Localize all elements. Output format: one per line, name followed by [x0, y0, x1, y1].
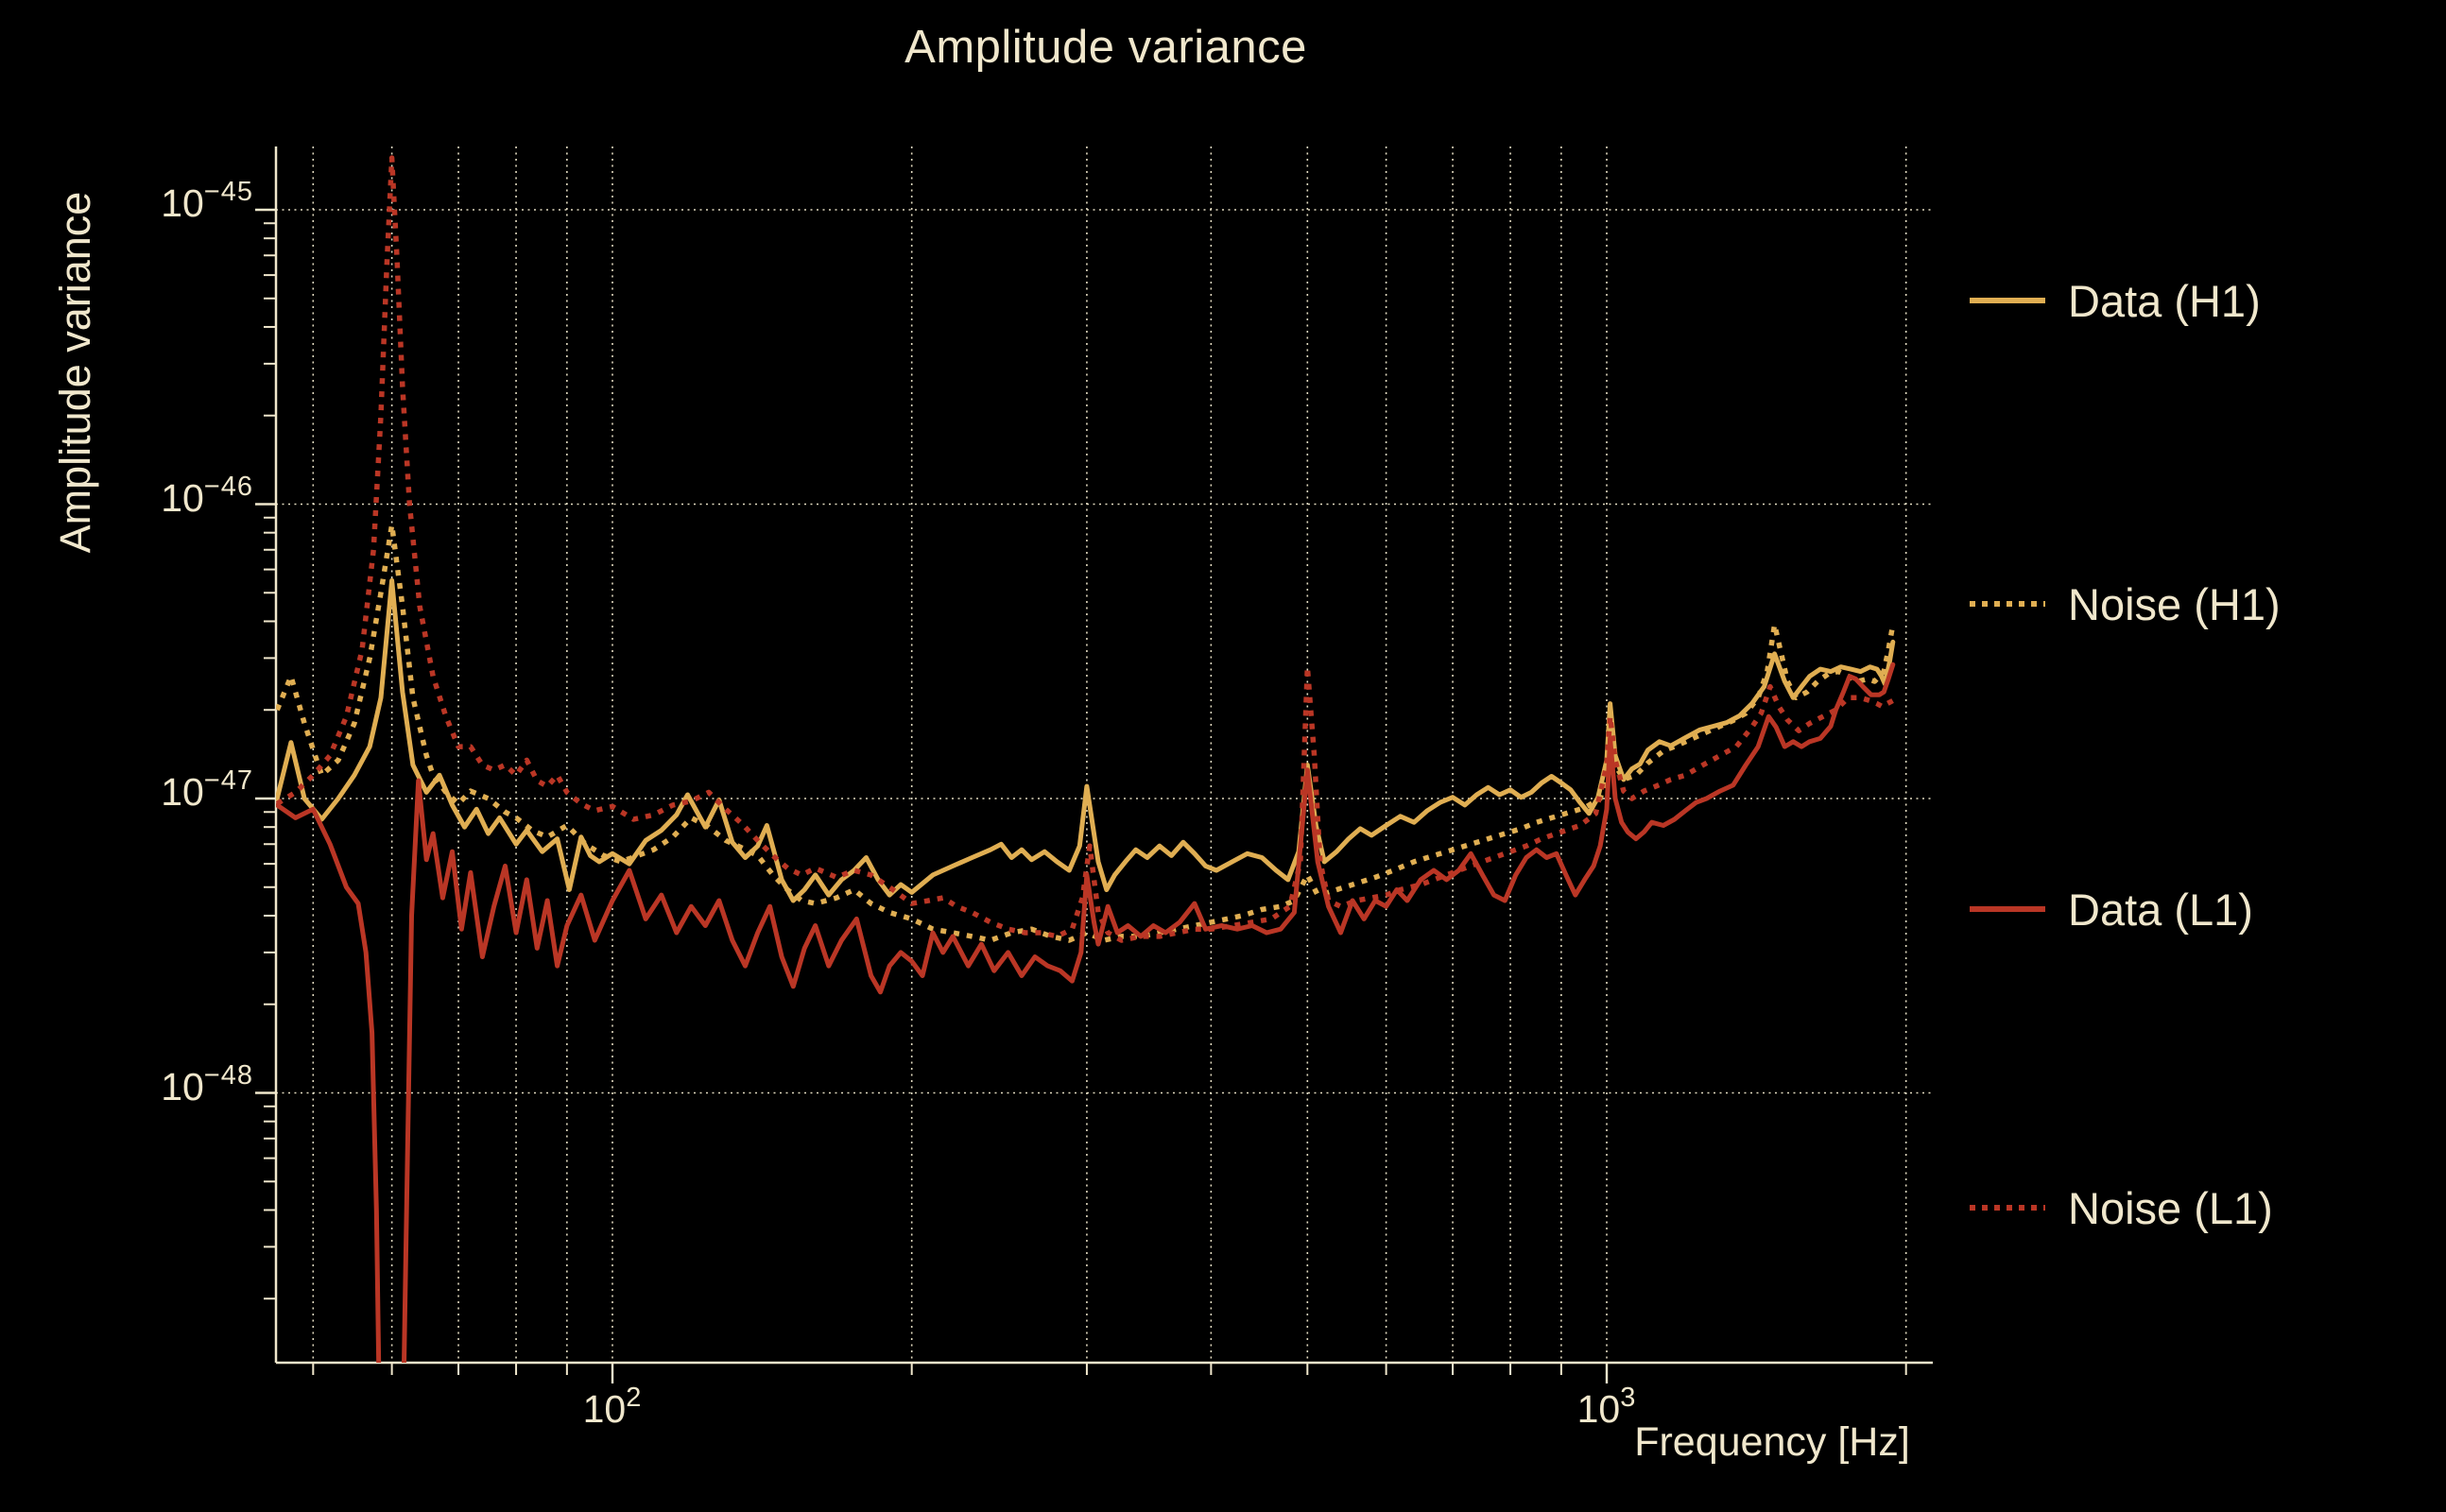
curve-noise-l1- — [276, 155, 1895, 943]
legend-label-noise-l1: Noise (L1) — [2068, 1182, 2273, 1233]
x-axis-label: Frequency [Hz] — [1634, 1419, 1910, 1465]
x-tick-label: 103 — [1576, 1383, 1637, 1431]
legend-item-noise-h1: Noise (H1) — [1968, 574, 2281, 634]
data-l1-line-swatch-icon — [1970, 906, 2045, 912]
y-tick-label: 10−46 — [161, 471, 253, 520]
legend-label-noise-h1: Noise (H1) — [2068, 578, 2281, 629]
x-tick-label: 102 — [582, 1383, 643, 1431]
y-tick-label: 10−45 — [161, 177, 253, 225]
legend-label-data-h1: Data (H1) — [2068, 275, 2261, 326]
noise-l1-line-swatch-icon — [1970, 1205, 2045, 1211]
legend-item-data-l1: Data (L1) — [1968, 879, 2253, 939]
legend-label-data-l1: Data (L1) — [2068, 884, 2253, 935]
noise-h1-line-swatch-icon — [1970, 601, 2045, 607]
curve-noise-h1- — [276, 522, 1896, 943]
y-tick-label: 10−48 — [161, 1059, 253, 1108]
y-tick-label: 10−47 — [161, 765, 253, 814]
legend-item-noise-l1: Noise (L1) — [1968, 1177, 2273, 1238]
curve-data-h1- — [276, 577, 1896, 903]
legend-item-data-h1: Data (H1) — [1968, 270, 2261, 331]
data-h1-line-swatch-icon — [1970, 298, 2045, 303]
curve-data-l1- — [276, 662, 1896, 1363]
chart-title: Amplitude variance — [904, 22, 1307, 73]
